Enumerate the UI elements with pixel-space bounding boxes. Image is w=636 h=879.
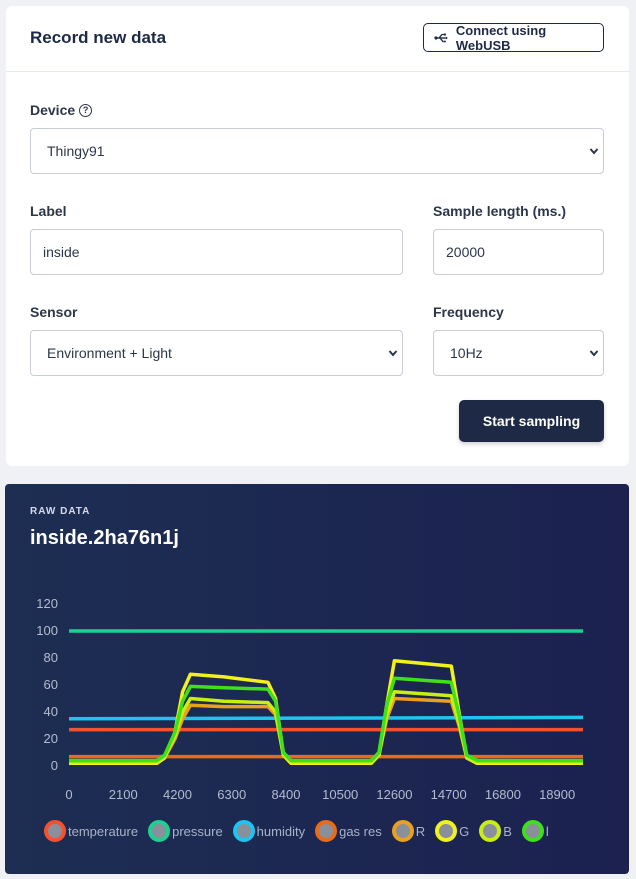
y-tick-label: 40 (44, 704, 58, 719)
legend-label: pressure (172, 823, 223, 839)
y-tick-label: 120 (36, 596, 58, 611)
legend-swatch (315, 820, 338, 842)
x-tick-label: 0 (65, 787, 72, 802)
legend-swatch (148, 820, 171, 842)
legend-item[interactable]: R (391, 820, 426, 842)
frequency-select[interactable]: 10Hz (433, 330, 604, 376)
webusb-label: Connect using WebUSB (455, 22, 547, 53)
series-line-B (69, 690, 583, 764)
legend-item[interactable]: l (521, 820, 549, 842)
y-tick-label: 60 (44, 677, 58, 692)
legend-label: B (503, 823, 512, 839)
sensor-value: Environment + Light (47, 345, 172, 361)
label-input[interactable]: inside (30, 229, 403, 275)
x-tick-label: 8400 (272, 787, 301, 802)
sensor-select[interactable]: Environment + Light (30, 330, 403, 376)
x-tick-label: 18900 (539, 787, 575, 802)
series-line-humidity (68, 715, 584, 721)
legend-item[interactable]: humidity (232, 820, 306, 842)
legend-swatch (521, 820, 544, 842)
page-title: Record new data (30, 28, 167, 47)
y-tick-label: 0 (51, 758, 58, 773)
y-tick-label: 80 (44, 650, 58, 665)
sample-length-value: 20000 (446, 244, 485, 260)
legend-label: l (545, 823, 549, 839)
x-tick-label: 10500 (322, 787, 358, 802)
y-tick-label: 20 (44, 731, 58, 746)
legend-item[interactable]: B (479, 820, 512, 842)
legend-swatch (435, 820, 458, 842)
legend-item[interactable]: gas res (315, 820, 382, 842)
frequency-value: 10Hz (450, 345, 483, 361)
usb-icon (434, 33, 448, 42)
legend-swatch (44, 820, 66, 842)
device-label: Device ? (30, 102, 93, 118)
legend-label: R (415, 823, 426, 839)
legend-swatch (391, 820, 414, 842)
label-field-label: Label (30, 203, 67, 219)
series-line-G (69, 658, 583, 766)
series-line-l (69, 676, 583, 763)
x-tick-label: 2100 (109, 787, 138, 802)
sensor-label: Sensor (30, 304, 78, 320)
chevron-down-icon (589, 148, 599, 155)
card-header: Record new data Connect using WebUSB (6, 6, 629, 72)
chevron-down-icon (589, 350, 599, 357)
x-tick-label: 16800 (485, 787, 521, 802)
x-tick-label: 12600 (376, 787, 412, 802)
legend-label: humidity (256, 823, 306, 839)
y-tick-label: 100 (36, 623, 58, 638)
legend-swatch (232, 820, 255, 842)
label-input-value: inside (43, 244, 80, 260)
sample-length-label: Sample length (ms.) (433, 203, 567, 219)
raw-data-kicker: RAW DATA (30, 506, 91, 517)
device-label-text: Device (30, 102, 76, 118)
raw-data-chart: 0 20 40 60 80 100 120 0 2100 4200 6300 8400 10500 126… (36, 596, 584, 802)
x-tick-label: 6300 (217, 787, 246, 802)
legend-label: gas res (339, 823, 382, 839)
sample-name: inside.2ha76n1j (30, 527, 179, 549)
legend-label: G (459, 823, 470, 839)
legend-item[interactable]: G (435, 820, 469, 842)
start-sampling-button[interactable]: Start sampling (459, 400, 604, 442)
x-tick-label: 14700 (431, 787, 467, 802)
device-value: Thingy91 (47, 143, 105, 159)
raw-data-panel: RAW DATA inside.2ha76n1j 0 20 40 60 80 100 120… (5, 484, 629, 874)
connect-webusb-button[interactable]: Connect using WebUSB (423, 22, 604, 53)
frequency-label: Frequency (433, 304, 504, 320)
legend-label: temperature (68, 823, 139, 839)
chevron-down-icon (388, 350, 398, 357)
x-tick-label: 4200 (163, 787, 192, 802)
legend-item[interactable]: temperature (44, 820, 138, 842)
legend-item[interactable]: pressure (148, 820, 223, 842)
sample-length-input[interactable]: 20000 (433, 229, 604, 275)
legend-swatch (479, 820, 502, 842)
record-card: Record new data Connect using WebUSB Dev… (6, 6, 629, 466)
help-icon[interactable]: ? (79, 103, 93, 117)
device-select[interactable]: Thingy91 (30, 128, 604, 174)
